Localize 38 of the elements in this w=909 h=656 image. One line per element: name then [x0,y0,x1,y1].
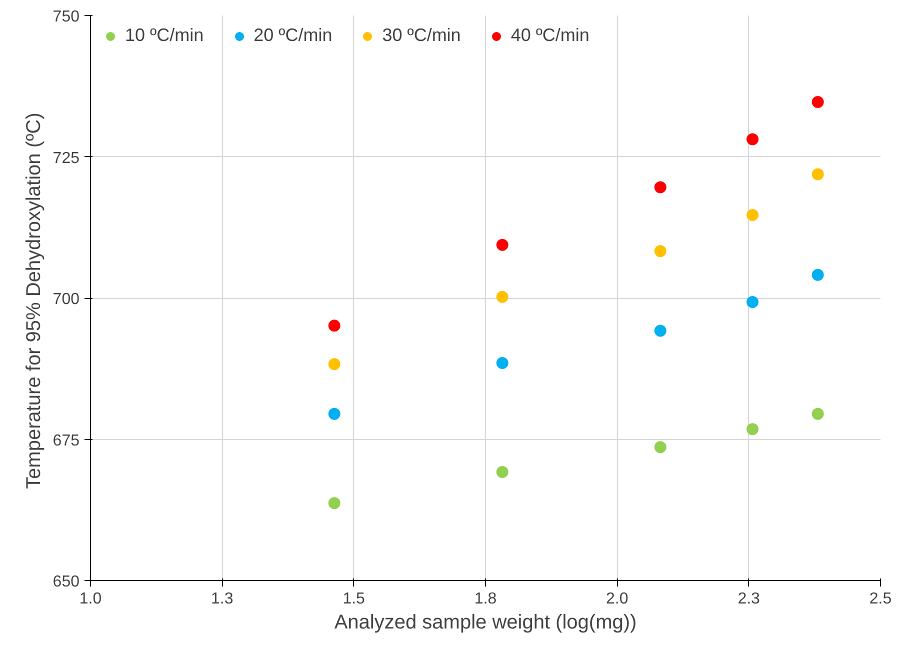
y-tick-label: 675 [52,432,80,450]
point [496,238,508,251]
point [328,358,340,370]
point [812,268,824,281]
point [328,497,340,510]
point [746,133,759,146]
y-tick-label: 700 [52,291,80,308]
legend-label: 10 ºC/min [125,25,204,46]
point [812,96,824,108]
x-tick-label: 1.3 [211,590,234,608]
point [328,408,340,420]
x-tick-label: 1.0 [79,590,102,608]
point [654,245,666,258]
point [746,296,759,308]
y-axis-title: Temperature for 95% Dehydroxylation (ºC) [22,112,45,489]
x-tick-label: 2.0 [606,590,628,608]
point [654,324,666,337]
legend-label: 20 ºC/min [254,25,332,46]
legend-label: 30 ºC/min [382,25,461,46]
point [654,181,666,194]
point [496,466,508,478]
y-tick-label: 725 [52,150,80,167]
y-tick-label: 750 [52,8,80,26]
x-tick-label: 2.5 [869,590,892,608]
point [654,441,666,454]
point [746,423,759,436]
x-tick-label: 1.8 [474,590,497,608]
point [746,208,759,221]
y-tick-label: 650 [52,574,80,590]
x-axis-title: Analyzed sample weight (log(mg)) [334,612,637,634]
x-tick-label: 2.3 [738,590,760,608]
point [812,168,824,180]
point [328,320,340,332]
point [496,356,508,369]
legend-label: 40 ºC/min [510,25,590,46]
x-tick-label: 1.5 [342,590,366,608]
point [812,408,824,420]
point [496,290,508,303]
